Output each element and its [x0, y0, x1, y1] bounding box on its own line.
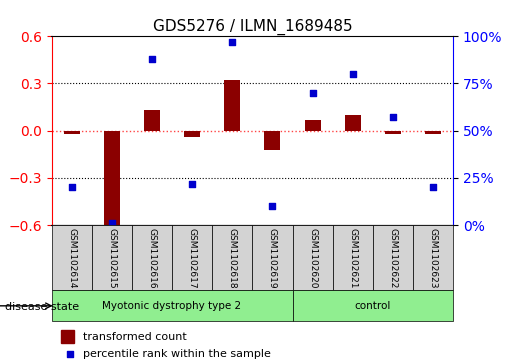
- Bar: [224, 80, 241, 131]
- Point: [188, 181, 196, 187]
- FancyBboxPatch shape: [333, 225, 373, 290]
- Bar: [425, 131, 441, 134]
- Point: [308, 90, 317, 96]
- FancyBboxPatch shape: [212, 225, 252, 290]
- Text: GSM1102620: GSM1102620: [308, 228, 317, 289]
- Point: [228, 39, 236, 45]
- Text: GSM1102617: GSM1102617: [187, 228, 197, 289]
- Text: GSM1102615: GSM1102615: [107, 228, 116, 289]
- Point: [148, 56, 156, 62]
- Text: GSM1102618: GSM1102618: [228, 228, 237, 289]
- Text: GSM1102623: GSM1102623: [428, 228, 438, 289]
- Bar: [61, 330, 74, 343]
- Text: GSM1102621: GSM1102621: [348, 228, 357, 289]
- Bar: [385, 131, 401, 134]
- Text: GSM1102619: GSM1102619: [268, 228, 277, 289]
- Point: [67, 184, 76, 190]
- Text: disease state: disease state: [5, 302, 79, 312]
- Bar: [104, 131, 120, 225]
- FancyBboxPatch shape: [92, 225, 132, 290]
- Text: Myotonic dystrophy type 2: Myotonic dystrophy type 2: [102, 301, 242, 311]
- Text: transformed count: transformed count: [83, 332, 187, 342]
- Bar: [304, 120, 321, 131]
- FancyBboxPatch shape: [252, 225, 293, 290]
- FancyBboxPatch shape: [172, 225, 212, 290]
- Title: GDS5276 / ILMN_1689485: GDS5276 / ILMN_1689485: [152, 19, 352, 35]
- Bar: [144, 110, 160, 131]
- Point: [389, 115, 397, 121]
- Text: GSM1102614: GSM1102614: [67, 228, 76, 289]
- Bar: [264, 131, 281, 150]
- FancyBboxPatch shape: [373, 225, 413, 290]
- Point: [439, 260, 447, 265]
- FancyBboxPatch shape: [132, 225, 172, 290]
- FancyBboxPatch shape: [293, 290, 453, 321]
- Text: GSM1102616: GSM1102616: [147, 228, 157, 289]
- FancyBboxPatch shape: [52, 225, 92, 290]
- Point: [429, 184, 437, 190]
- FancyBboxPatch shape: [52, 290, 293, 321]
- Bar: [63, 131, 80, 134]
- Text: GSM1102622: GSM1102622: [388, 228, 398, 289]
- FancyBboxPatch shape: [413, 225, 453, 290]
- Text: control: control: [355, 301, 391, 311]
- Point: [349, 71, 357, 77]
- FancyBboxPatch shape: [293, 225, 333, 290]
- Text: percentile rank within the sample: percentile rank within the sample: [83, 349, 271, 359]
- Bar: [184, 131, 200, 137]
- Point: [108, 220, 116, 226]
- Point: [268, 203, 277, 209]
- Bar: [345, 115, 361, 131]
